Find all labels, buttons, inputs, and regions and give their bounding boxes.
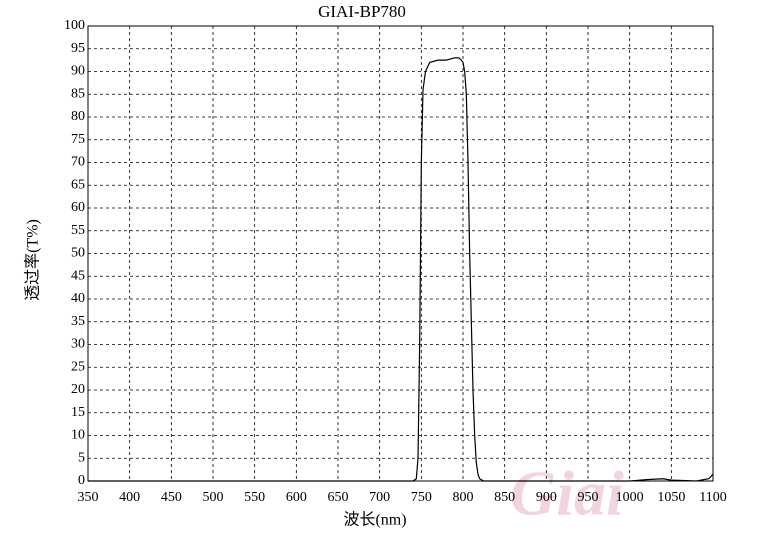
x-tick-label: 650 [328, 490, 349, 505]
x-tick-label: 800 [453, 490, 474, 505]
watermark: Giai [510, 458, 624, 529]
y-tick-label: 95 [71, 41, 85, 56]
y-tick-label: 70 [71, 155, 85, 170]
y-tick-label: 80 [71, 109, 85, 124]
y-tick-label: 0 [78, 473, 85, 488]
x-tick-label: 950 [578, 490, 599, 505]
y-tick-label: 45 [71, 268, 85, 283]
x-tick-label: 700 [369, 490, 390, 505]
y-tick-label: 5 [78, 450, 85, 465]
transmission-line [88, 57, 714, 482]
y-tick-label: 15 [71, 405, 85, 420]
x-tick-label: 600 [286, 490, 307, 505]
x-tick-label: 350 [78, 490, 99, 505]
y-tick-label: 20 [71, 382, 85, 397]
y-tick-label: 75 [71, 132, 85, 147]
x-axis-label: 波长(nm) [343, 511, 406, 529]
x-tick-label: 450 [161, 490, 182, 505]
y-tick-label: 55 [71, 223, 85, 238]
x-tick-label: 900 [536, 490, 557, 505]
y-tick-label: 50 [71, 246, 85, 261]
x-tick-label: 550 [244, 490, 265, 505]
y-tick-label: 65 [71, 177, 85, 192]
x-tick-label: 500 [203, 490, 224, 505]
y-tick-label: 100 [64, 18, 85, 33]
y-tick-label: 40 [71, 291, 85, 306]
x-tick-label: 750 [411, 490, 432, 505]
x-tick-label: 400 [119, 490, 140, 505]
y-tick-label: 85 [71, 86, 85, 101]
y-tick-label: 90 [71, 64, 85, 79]
x-tick-label: 850 [494, 490, 515, 505]
y-tick-label: 60 [71, 200, 85, 215]
y-tick-label: 30 [71, 337, 85, 352]
x-tick-label: 1000 [616, 490, 644, 505]
y-axis-label: 透过率(T%) [24, 219, 42, 301]
y-tick-label: 10 [71, 428, 85, 443]
y-tick-label: 35 [71, 314, 85, 329]
y-tick-label: 25 [71, 359, 85, 374]
x-tick-label: 1100 [699, 490, 726, 505]
x-tick-label: 1050 [657, 490, 685, 505]
chart-title: GIAI-BP780 [318, 2, 406, 21]
